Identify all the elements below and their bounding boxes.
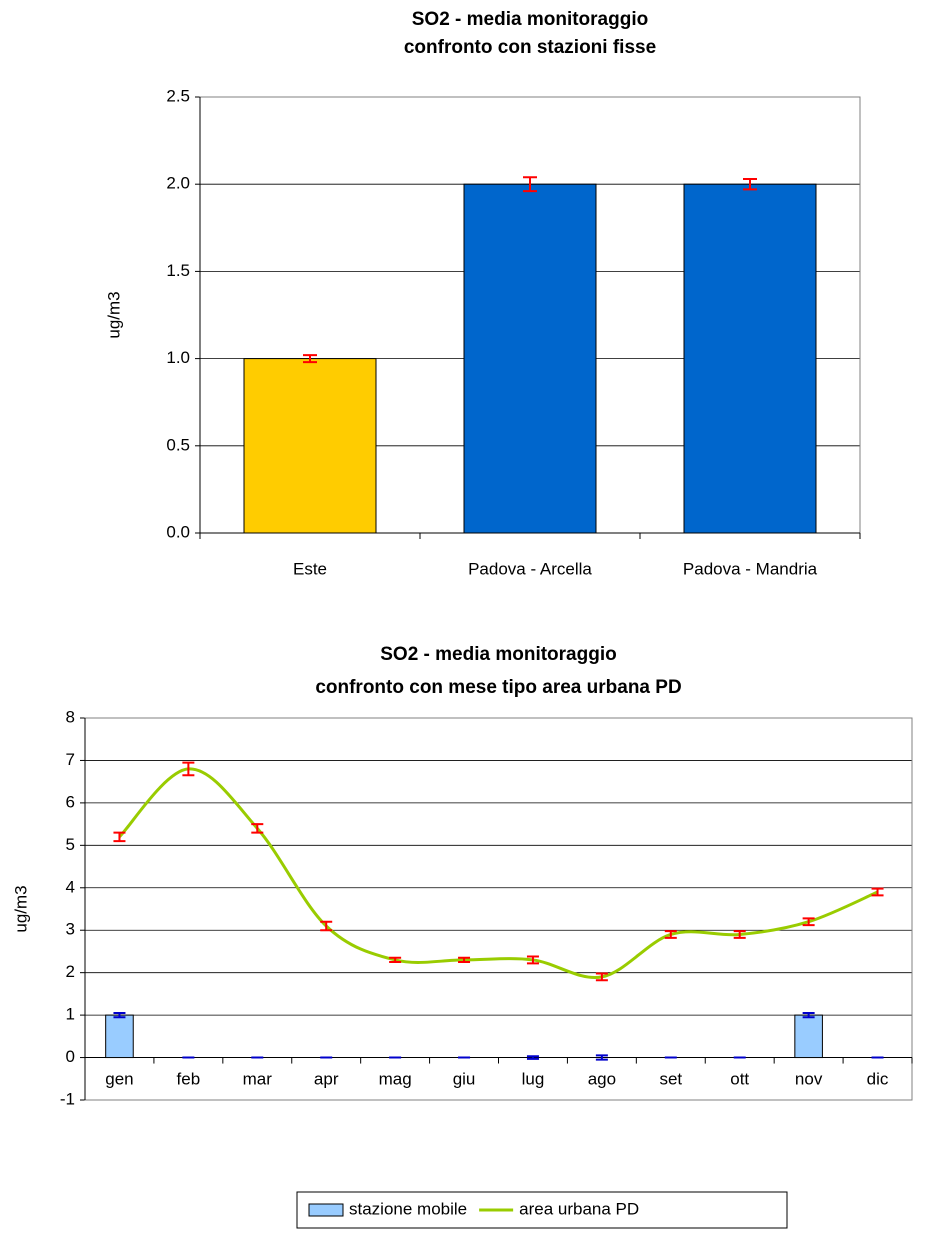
error-bar [526,1055,539,1060]
legend-swatch [308,1203,344,1217]
legend-label: area urbana PD [519,1199,639,1218]
y-tick-label: 3 [66,920,75,939]
error-bar [389,956,402,964]
y-tick-label: 1.5 [166,261,190,280]
y-tick-label: 5 [66,835,75,854]
x-tick-label: mag [379,1069,412,1088]
y-tick-label: 0 [66,1047,75,1066]
error-bar [523,176,537,193]
x-tick-label: Padova - Mandria [683,559,818,578]
chart-title: SO2 - media monitoraggio [412,9,648,30]
y-tick-label: 0.5 [166,435,190,454]
error-bar [802,1011,815,1019]
y-tick-label: 8 [66,707,75,726]
error-bar [595,1054,608,1061]
line [118,767,879,980]
y-tick-label: 1 [66,1005,75,1024]
legend-box [296,1191,788,1229]
error-bar [251,823,264,834]
error-bar [733,930,746,939]
legend-label: stazione mobile [349,1199,467,1218]
y-tick-label: 0.0 [166,522,190,541]
x-tick-label: dic [867,1069,889,1088]
y-axis-label: ug/m3 [104,291,123,338]
y-tick-label: 2.5 [166,86,190,105]
y-tick-label: -1 [60,1089,75,1108]
x-tick-label: feb [177,1069,201,1088]
x-tick-label: ott [730,1069,749,1088]
x-tick-label: Padova - Arcella [468,559,592,578]
y-tick-label: 4 [66,877,75,896]
y-tick-label: 1.0 [166,348,190,367]
x-tick-label: ago [588,1069,616,1088]
y-axis-label: ug/m3 [11,885,30,932]
error-bar [664,930,677,939]
error-bar [113,1011,126,1019]
error-bar [320,920,333,932]
y-tick-label: 6 [66,792,75,811]
x-tick-label: Este [293,559,327,578]
bar [243,358,377,534]
x-tick-label: giu [453,1069,476,1088]
error-bar [113,831,126,843]
error-bar [871,887,884,897]
y-tick-label: 2 [66,962,75,981]
bar [794,1014,823,1059]
bar [683,183,817,534]
error-bar [595,972,608,982]
y-tick-label: 7 [66,750,75,769]
error-bar [303,354,317,364]
chart-title: confronto con stazioni fisse [404,37,656,58]
x-tick-label: gen [105,1069,133,1088]
x-tick-label: lug [522,1069,545,1088]
chart-title: SO2 - media monitoraggio [380,644,616,665]
chart-title: confronto con mese tipo area urbana PD [315,677,681,698]
bar [463,183,597,534]
bar [105,1014,134,1059]
error-bar [458,956,471,964]
error-bar [743,177,757,191]
error-bar [182,761,195,777]
y-tick-label: 2.0 [166,174,190,193]
x-tick-label: apr [314,1069,339,1088]
error-bar [526,955,539,965]
x-tick-label: nov [795,1069,823,1088]
error-bar [802,917,815,927]
x-tick-label: set [659,1069,682,1088]
x-tick-label: mar [243,1069,273,1088]
